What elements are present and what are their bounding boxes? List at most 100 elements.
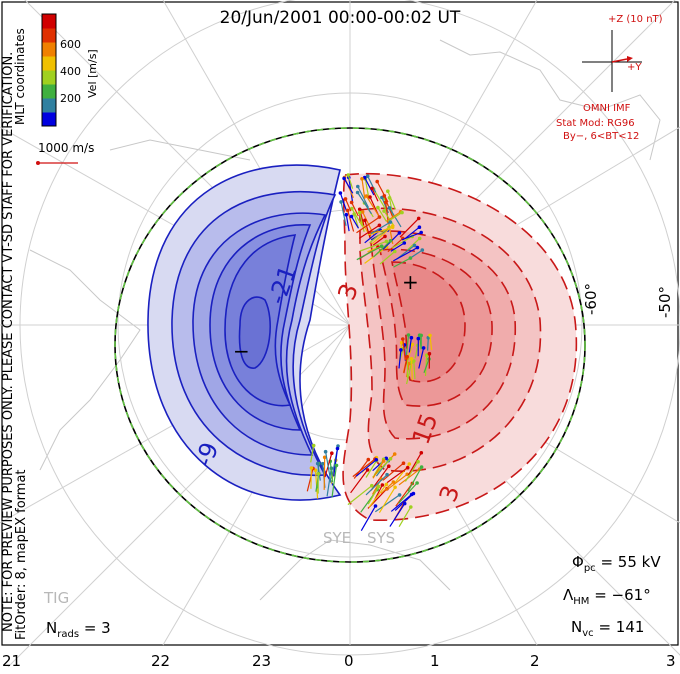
vector-origin xyxy=(387,464,391,469)
mlt-tick-1: 1 xyxy=(430,652,440,670)
vector-origin xyxy=(409,356,414,361)
vector-origin xyxy=(381,459,386,463)
vector-origin xyxy=(309,466,314,470)
vector-shaft xyxy=(413,360,416,379)
vector-shaft xyxy=(379,251,396,265)
vector-origin xyxy=(375,179,380,184)
vector-origin xyxy=(345,208,350,213)
vector-shaft xyxy=(365,195,381,218)
vector-shaft xyxy=(393,257,411,268)
vector-origin xyxy=(383,200,388,205)
vector-origin xyxy=(399,348,403,352)
latitude-label-60: -60° xyxy=(582,283,600,315)
vector-origin xyxy=(407,462,412,466)
potential-maximum-marker: + xyxy=(402,270,419,294)
mlt-tick-21: 21 xyxy=(2,652,22,670)
vector-origin xyxy=(344,212,349,217)
imf-source: OMNI IMF xyxy=(583,103,631,114)
vector-shaft xyxy=(362,211,375,236)
vector-origin xyxy=(392,452,397,456)
vector-origin xyxy=(377,223,382,228)
vector-origin xyxy=(322,455,327,460)
vector-shaft xyxy=(393,247,418,262)
colorbar-segment xyxy=(42,28,56,43)
vector-origin xyxy=(390,225,395,230)
mlt-tick-2: 2 xyxy=(530,652,540,670)
vector-count: Nvc = 141 xyxy=(571,618,645,639)
vector-origin xyxy=(400,210,404,215)
vector-origin xyxy=(315,461,320,466)
vector-origin xyxy=(416,459,420,464)
vector-origin xyxy=(401,337,405,341)
colorbar-tick-200: 200 xyxy=(60,92,81,105)
vector-origin xyxy=(349,200,354,205)
vector-origin xyxy=(393,485,397,490)
vector-shaft xyxy=(382,462,404,481)
vector-origin xyxy=(388,220,393,224)
latitude-label-50: -50° xyxy=(656,286,674,318)
map-title: 20/Jun/2001 00:00-00:02 UT xyxy=(219,8,461,28)
vector-shaft xyxy=(407,452,422,476)
negative-potential-cell xyxy=(147,164,342,501)
vector-shaft xyxy=(347,485,373,506)
colorbar-segment xyxy=(42,70,56,85)
mlt-tick-22: 22 xyxy=(151,652,171,670)
vector-origin xyxy=(384,482,389,487)
vector-shaft xyxy=(329,461,334,483)
vector-shaft xyxy=(429,335,433,351)
vector-origin xyxy=(393,249,397,254)
vector-shaft xyxy=(405,334,410,356)
vector-origin xyxy=(417,225,422,229)
vector-shaft xyxy=(383,210,395,227)
vector-origin xyxy=(419,465,424,469)
vector-shaft xyxy=(345,214,350,232)
vector-shaft xyxy=(370,221,391,235)
radar-code-sye: SYE xyxy=(323,529,351,547)
vector-origin xyxy=(380,483,385,487)
vector-shaft xyxy=(326,468,332,497)
vector-origin xyxy=(416,336,421,341)
vector-origin xyxy=(313,468,318,473)
vector-shaft xyxy=(407,466,423,492)
vector-shaft xyxy=(402,338,406,360)
vector-origin xyxy=(383,234,387,239)
vector-origin xyxy=(419,451,424,455)
vector-shaft xyxy=(365,474,388,496)
vector-shaft xyxy=(427,337,429,351)
vector-origin xyxy=(387,206,392,210)
vector-origin xyxy=(409,492,414,497)
vector-shaft xyxy=(360,505,377,531)
vector-origin xyxy=(335,446,340,451)
vector-origin xyxy=(342,176,346,181)
vector-shaft xyxy=(323,457,326,490)
imf-model: Stat Mod: RG96 xyxy=(556,118,635,129)
colorbar-segment xyxy=(42,14,56,29)
vector-origin xyxy=(412,243,417,248)
vector-shaft xyxy=(364,177,375,196)
vector-shaft xyxy=(374,494,400,513)
scale-vector-label: 1000 m/s xyxy=(38,141,94,155)
vector-shaft xyxy=(351,202,359,217)
vector-shaft xyxy=(359,240,387,252)
vector-shaft xyxy=(387,237,404,253)
vector-origin xyxy=(320,461,325,466)
vector-shaft xyxy=(358,224,380,239)
vector-origin xyxy=(415,481,419,485)
vector-shaft xyxy=(367,226,393,236)
vector-shaft xyxy=(353,213,359,228)
vector-origin xyxy=(386,189,390,193)
vector-origin xyxy=(374,458,379,462)
vector-shaft xyxy=(408,337,412,353)
vector-origin xyxy=(365,468,370,472)
vector-origin xyxy=(376,205,380,210)
vector-shaft xyxy=(347,210,355,232)
vector-origin xyxy=(382,194,387,198)
vector-shaft xyxy=(406,362,413,385)
vector-shaft xyxy=(344,198,352,212)
vector-shaft xyxy=(350,469,369,494)
vector-origin xyxy=(409,335,414,340)
vector-origin xyxy=(397,493,402,497)
vector-origin xyxy=(427,351,432,356)
vector-origin xyxy=(406,333,411,337)
vector-shaft xyxy=(310,445,315,463)
